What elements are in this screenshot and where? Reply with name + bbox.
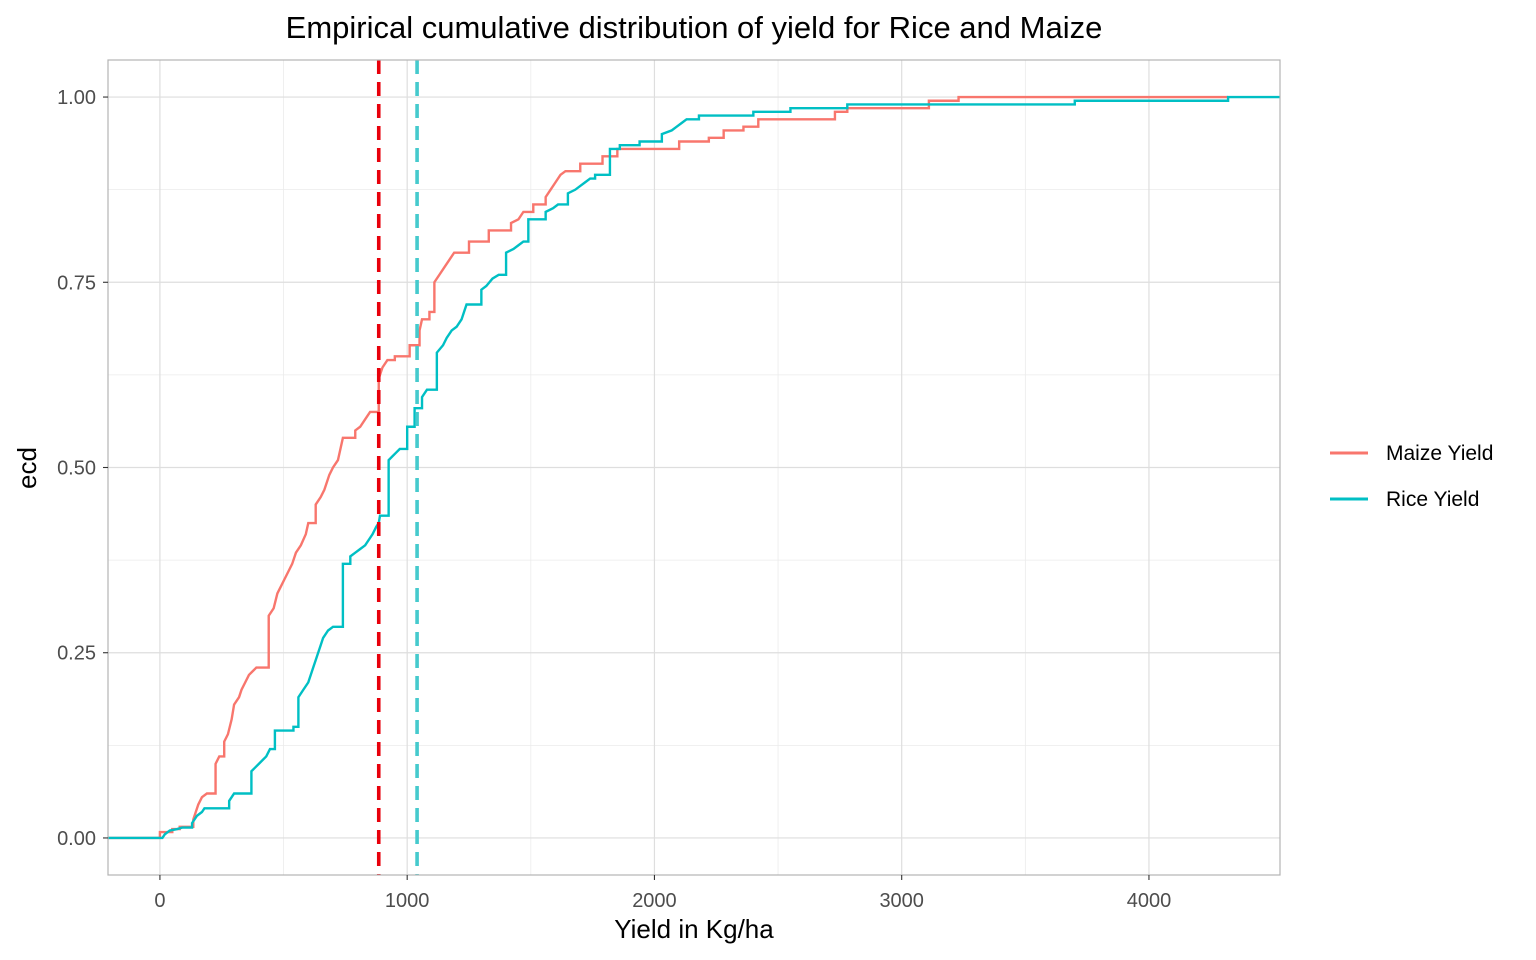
reference-lines bbox=[376, 60, 419, 875]
x-tick-label: 1000 bbox=[385, 890, 430, 912]
y-axis-title: ecd bbox=[12, 447, 42, 489]
legend-label-rice-yield: Rice Yield bbox=[1386, 488, 1479, 511]
chart-title: Empirical cumulative distribution of yie… bbox=[286, 10, 1103, 45]
legend-label-maize-yield: Maize Yield bbox=[1386, 442, 1493, 465]
x-tick-label: 4000 bbox=[1127, 890, 1172, 912]
y-tick-label: 1.00 bbox=[57, 87, 96, 109]
y-tick-label: 0.75 bbox=[57, 272, 96, 294]
x-tick-label: 0 bbox=[154, 890, 165, 912]
x-axis-ticks: 0 1000 2000 3000 4000 bbox=[154, 875, 1171, 912]
x-tick-label: 3000 bbox=[879, 890, 924, 912]
y-axis-ticks: 0.00 0.25 0.50 0.75 1.00 bbox=[57, 87, 108, 850]
series-line-maize-yield bbox=[108, 95, 1229, 840]
x-tick-label: 2000 bbox=[632, 890, 677, 912]
series-line-rice-yield bbox=[108, 95, 1280, 840]
legend: Maize Yield Rice Yield bbox=[1330, 442, 1493, 511]
grid-layer bbox=[108, 60, 1280, 875]
y-tick-label: 0.50 bbox=[57, 458, 96, 480]
y-tick-label: 0.00 bbox=[57, 828, 96, 850]
series-layer bbox=[108, 95, 1280, 840]
y-tick-label: 0.25 bbox=[57, 643, 96, 665]
x-axis-title: Yield in Kg/ha bbox=[614, 914, 774, 944]
